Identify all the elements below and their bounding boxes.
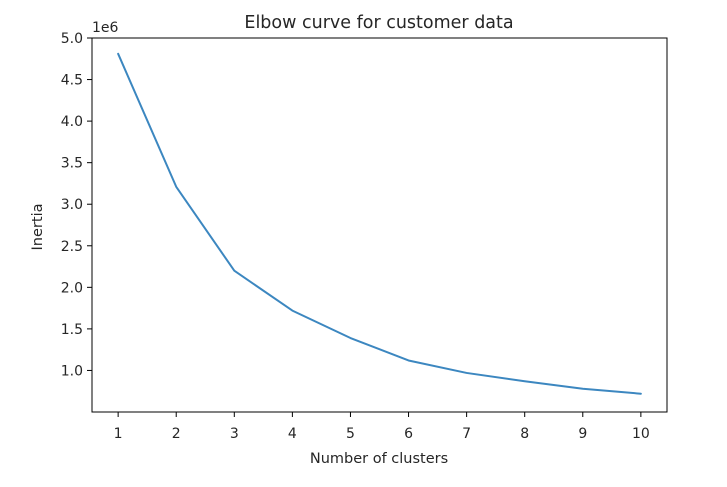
y-tick-label: 4.0 — [61, 114, 83, 130]
y-tick-label: 4.5 — [61, 73, 83, 89]
inertia-line — [117, 52, 642, 395]
chart-title: Elbow curve for customer data — [244, 13, 513, 33]
x-tick-label: 10 — [632, 426, 650, 442]
x-tick-label: 8 — [520, 426, 529, 442]
x-tick-label: 7 — [462, 426, 471, 442]
x-tick-label: 3 — [230, 426, 239, 442]
y-tick-label: 2.5 — [61, 239, 83, 255]
y-tick-label: 1.0 — [61, 363, 83, 379]
y-axis-label: Inertia — [30, 204, 46, 251]
y-tick-label: 5.0 — [61, 31, 83, 47]
y-tick-label: 3.5 — [61, 156, 83, 172]
y-tick-label: 1.5 — [61, 322, 83, 338]
x-tick-label: 2 — [172, 426, 181, 442]
y-ticks: 1.0 1.5 2.0 2.5 3.0 3.5 4.0 4.5 5.0 — [61, 31, 92, 379]
x-ticks: 1 2 3 4 5 6 7 8 9 10 — [114, 412, 650, 442]
x-axis-label: Number of clusters — [310, 451, 448, 467]
y-tick-label: 3.0 — [61, 197, 83, 213]
x-tick-label: 5 — [346, 426, 355, 442]
x-tick-label: 4 — [288, 426, 297, 442]
x-tick-label: 6 — [404, 426, 413, 442]
x-tick-label: 1 — [114, 426, 123, 442]
y-tick-label: 2.0 — [61, 280, 83, 296]
plot-frame — [91, 37, 668, 413]
x-tick-label: 9 — [578, 426, 587, 442]
series-layer — [117, 52, 642, 395]
y-offset-text: 1e6 — [92, 20, 119, 36]
